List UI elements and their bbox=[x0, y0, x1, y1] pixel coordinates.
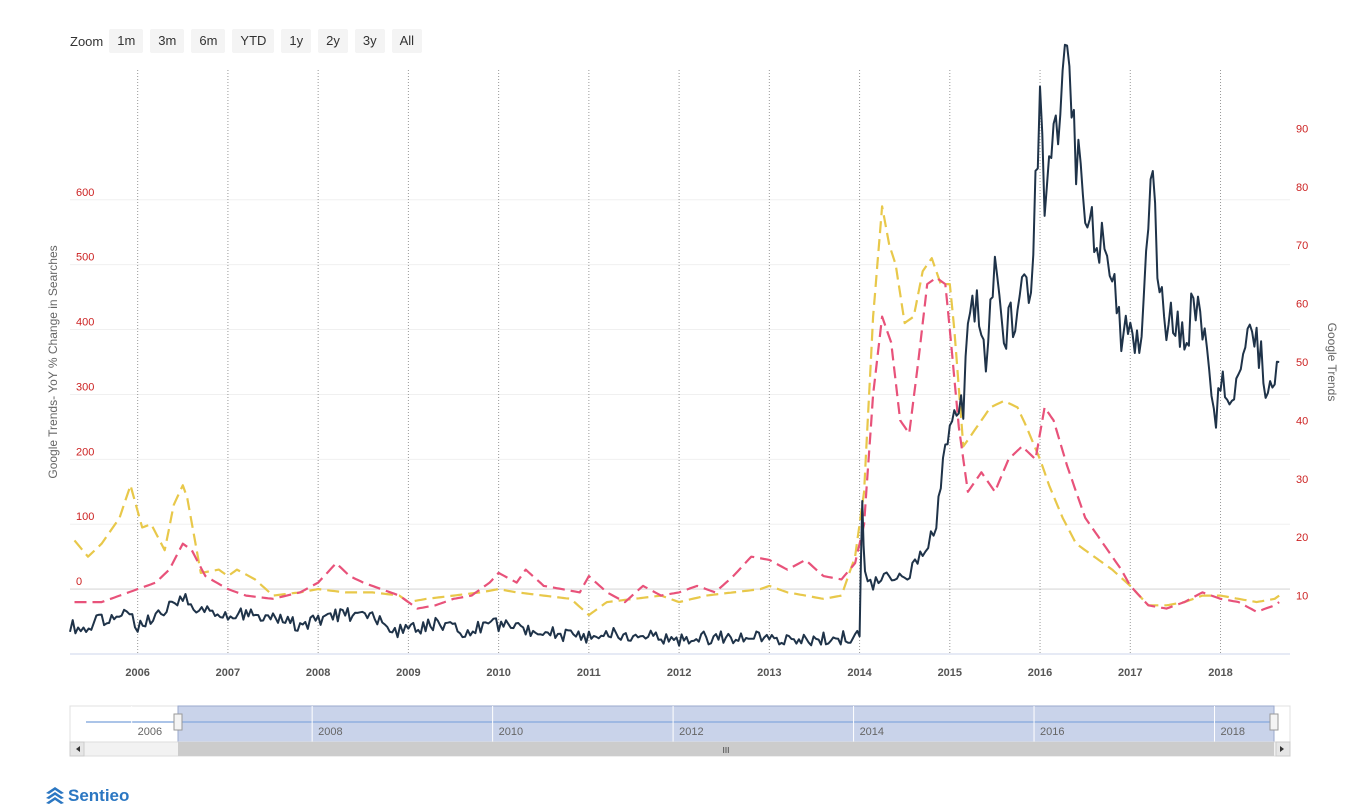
left-axis-title: Google Trends- YoY % Change in Searches bbox=[46, 245, 60, 478]
series-layer bbox=[69, 43, 1280, 647]
right-tick-label: 70 bbox=[1296, 240, 1308, 252]
x-tick-label: 2007 bbox=[216, 667, 240, 679]
scroll-left-button[interactable] bbox=[69, 741, 85, 757]
zoom-label: Zoom bbox=[70, 33, 104, 49]
x-tick-label: 2014 bbox=[847, 667, 872, 679]
zoom-button-3m[interactable]: 3m bbox=[150, 29, 185, 53]
navigator-ticks: 2006 2008 2010 2012 2014 2016 2018 bbox=[131, 706, 1245, 742]
zoom-button-3y[interactable]: 3y bbox=[354, 29, 385, 53]
x-tick-label: 2006 bbox=[125, 667, 149, 679]
right-tick-label: 80 bbox=[1296, 182, 1308, 194]
navigator-tick-label: 2014 bbox=[860, 726, 884, 738]
left-tick-label: 400 bbox=[76, 317, 94, 329]
series-line-0 bbox=[69, 43, 1280, 647]
series-line-2 bbox=[74, 276, 1280, 613]
scrollbar-track[interactable] bbox=[69, 741, 1291, 757]
left-tick-label: 100 bbox=[76, 511, 94, 523]
navigator-handle-left[interactable] bbox=[173, 713, 183, 731]
brand-logo: Sentieo bbox=[44, 786, 129, 806]
x-tick-label: 2016 bbox=[1028, 667, 1052, 679]
left-tick-label: 600 bbox=[76, 187, 94, 199]
right-tick-label: 90 bbox=[1296, 123, 1308, 135]
navigator-tick-label: 2016 bbox=[1040, 726, 1064, 738]
navigator-tick-label: 2008 bbox=[318, 726, 342, 738]
x-axis-ticks: 2006 2007 2008 2009 2010 2011 2012 2013 2014 2015… bbox=[125, 667, 1232, 679]
x-tick-label: 2013 bbox=[757, 667, 781, 679]
zoom-button-1m[interactable]: 1m bbox=[109, 29, 144, 53]
navigator-background bbox=[69, 705, 1291, 743]
zoom-button-all[interactable]: All bbox=[391, 29, 423, 53]
x-tick-label: 2011 bbox=[577, 667, 601, 679]
scroll-right-arrow-icon[interactable] bbox=[1280, 746, 1284, 752]
right-axis-title: Google Trends bbox=[1325, 323, 1339, 402]
navigator-handle-right[interactable] bbox=[1269, 713, 1279, 731]
zoom-button-1y[interactable]: 1y bbox=[281, 29, 312, 53]
zoom-button-2y[interactable]: 2y bbox=[318, 29, 348, 53]
x-tick-label: 2015 bbox=[938, 667, 962, 679]
scroll-left-arrow-icon[interactable] bbox=[76, 746, 80, 752]
x-tick-label: 2008 bbox=[306, 667, 330, 679]
left-tick-label: 200 bbox=[76, 446, 94, 458]
scrollbar-grip[interactable]: III bbox=[723, 746, 730, 755]
right-tick-label: 30 bbox=[1296, 474, 1308, 486]
scroll-right-button[interactable] bbox=[1275, 741, 1291, 757]
zoom-bar: Zoom 1m 3m 6m YTD 1y 2y 3y All bbox=[70, 29, 429, 53]
right-tick-label: 20 bbox=[1296, 532, 1308, 544]
navigator-tick-label: 2012 bbox=[679, 726, 703, 738]
navigator-selected-range[interactable] bbox=[177, 705, 1275, 743]
x-tick-label: 2017 bbox=[1118, 667, 1142, 679]
navigator-tick-label: 2018 bbox=[1221, 726, 1245, 738]
left-tick-label: 500 bbox=[76, 252, 94, 264]
zoom-button-6m[interactable]: 6m bbox=[191, 29, 226, 53]
left-tick-label: 300 bbox=[76, 381, 94, 393]
left-tick-label: 0 bbox=[76, 576, 82, 588]
x-tick-label: 2009 bbox=[396, 667, 420, 679]
right-tick-label: 50 bbox=[1296, 357, 1308, 369]
series-line-1 bbox=[73, 205, 1280, 617]
right-tick-label: 60 bbox=[1296, 299, 1308, 311]
navigator-tick-label: 2010 bbox=[499, 726, 523, 738]
x-tick-label: 2012 bbox=[667, 667, 691, 679]
sentieo-logo-icon bbox=[46, 787, 64, 804]
right-tick-label: 40 bbox=[1296, 415, 1308, 427]
right-axis-ticks: 10 20 30 40 50 60 70 80 90 bbox=[1296, 123, 1308, 602]
main-chart: 0 100 200 300 400 500 600 10 20 30 40 50 60 70 80 90 2… bbox=[46, 43, 1339, 679]
brand-name: Sentieo bbox=[68, 786, 130, 805]
scrollbar-thumb[interactable] bbox=[178, 742, 1274, 756]
x-tick-label: 2010 bbox=[486, 667, 510, 679]
zoom-button-ytd[interactable]: YTD bbox=[232, 29, 275, 53]
grid-layer bbox=[70, 70, 1290, 655]
navigator-tick-label: 2006 bbox=[138, 726, 162, 738]
right-tick-label: 10 bbox=[1296, 591, 1308, 603]
left-axis-ticks: 0 100 200 300 400 500 600 bbox=[76, 187, 94, 588]
x-tick-label: 2018 bbox=[1208, 667, 1232, 679]
